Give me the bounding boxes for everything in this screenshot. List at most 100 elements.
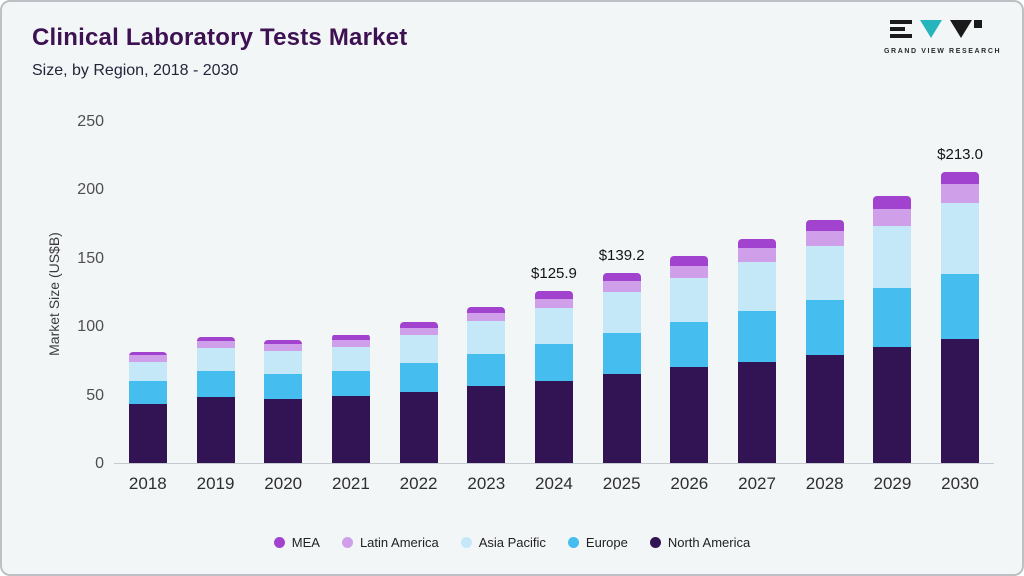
- legend-label-mea: MEA: [291, 535, 320, 550]
- plot-area: $125.9 $139.2 $213.0: [114, 122, 994, 464]
- bar-segment-asia-pacific: [264, 350, 303, 375]
- legend-label-latin-america: Latin America: [359, 535, 439, 550]
- legend-label-north-america: North America: [667, 535, 751, 550]
- x-tick-label-2026: 2026: [670, 474, 709, 493]
- bar-segment-mea: [264, 339, 303, 345]
- x-tick-label-2020: 2020: [264, 474, 303, 493]
- y-tick-label-100: 100: [77, 318, 104, 336]
- bar-segment-north-america: [873, 346, 912, 463]
- brand-logo: GRAND VIEW RESEARCH: [884, 20, 1002, 55]
- bar-segment-latin-america: [873, 208, 912, 227]
- bar-segment-north-america: [331, 396, 370, 463]
- bar-slot-2024: $125.9: [520, 122, 588, 463]
- bar-segment-north-america: [128, 404, 167, 463]
- bar-segment-europe: [264, 374, 303, 399]
- bar-segment-north-america: [264, 398, 303, 463]
- x-tick-label-2024: 2024: [535, 474, 573, 493]
- stacked-bar-2018: [128, 352, 167, 463]
- bar-segment-north-america: [670, 367, 709, 463]
- bar-slot-2026: [656, 122, 724, 463]
- bar-segment-latin-america: [331, 340, 370, 347]
- bar-segment-asia-pacific: [805, 245, 844, 301]
- bar-segment-mea: [602, 272, 641, 282]
- bar-segment-latin-america: [399, 327, 438, 335]
- bar-segment-asia-pacific: [941, 203, 980, 275]
- bar-segment-europe: [534, 344, 573, 381]
- bar-segment-asia-pacific: [467, 320, 506, 354]
- bar-segment-mea: [467, 307, 506, 313]
- bar-segment-north-america: [196, 397, 235, 463]
- bar-segment-mea: [399, 322, 438, 328]
- bar-segment-asia-pacific: [399, 334, 438, 364]
- x-tick-label-2028: 2028: [805, 474, 844, 493]
- bar-segment-north-america: [534, 380, 573, 463]
- bar-segment-europe: [873, 287, 912, 347]
- y-tick-label-50: 50: [86, 386, 104, 404]
- bar-segment-mea: [873, 196, 912, 209]
- stacked-bar-2020: [264, 339, 303, 463]
- legend-item-latin-america: Latin America: [341, 535, 439, 550]
- page-subtitle: Size, by Region, 2018 - 2030: [32, 62, 239, 79]
- x-tick-label-2022: 2022: [399, 474, 438, 493]
- bar-segment-asia-pacific: [128, 361, 167, 381]
- bar-segment-latin-america: [264, 344, 303, 351]
- x-tick-label-2021: 2021: [331, 474, 370, 493]
- bar-segment-asia-pacific: [331, 346, 370, 372]
- bar-segment-mea: [128, 352, 167, 355]
- bar-segment-north-america: [399, 391, 438, 463]
- bar-segment-asia-pacific: [534, 308, 573, 345]
- bar-slot-2023: [452, 122, 520, 463]
- bar-segment-mea: [738, 238, 777, 249]
- page-title: Clinical Laboratory Tests Market: [32, 24, 408, 51]
- bar-segment-latin-america: [534, 298, 573, 309]
- bar-segment-asia-pacific: [602, 292, 641, 334]
- stacked-bar-2024: [534, 290, 573, 463]
- bar-slot-2021: [317, 122, 385, 463]
- brand-name: GRAND VIEW RESEARCH: [884, 48, 1002, 55]
- y-tick-label-200: 200: [77, 181, 104, 199]
- bar-segment-europe: [941, 274, 980, 339]
- x-tick-label-2019: 2019: [196, 474, 235, 493]
- x-tick-label-2018: 2018: [128, 474, 167, 493]
- bar-segment-europe: [196, 371, 235, 398]
- bar-segment-europe: [467, 353, 506, 387]
- bar-slot-2028: [791, 122, 859, 463]
- legend-label-europe: Europe: [585, 535, 628, 550]
- bar-segment-europe: [738, 311, 777, 362]
- legend: MEA Latin America Asia Pacific Europe North …: [2, 535, 1022, 550]
- legend-item-asia-pacific: Asia Pacific: [460, 535, 546, 550]
- bar-segment-latin-america: [738, 248, 777, 263]
- bar-segment-mea: [670, 256, 709, 267]
- bar-segment-asia-pacific: [873, 226, 912, 288]
- x-tick-label-2023: 2023: [467, 474, 506, 493]
- stacked-bar-2019: [196, 337, 235, 463]
- stacked-bar-2021: [331, 334, 370, 463]
- bar-segment-mea: [534, 290, 573, 299]
- bar-segment-europe: [331, 371, 370, 396]
- stacked-bar-2027: [738, 238, 777, 463]
- bar-segment-north-america: [941, 338, 980, 463]
- bar-segment-north-america: [467, 386, 506, 463]
- value-label-2030: $213.0: [937, 145, 984, 163]
- legend-swatch-asia-pacific: [460, 537, 472, 548]
- bar-segment-europe: [602, 333, 641, 375]
- x-axis-labels: 2018 2019 2020 2021 2022 2023 2024 2025 2026 2027…: [114, 474, 994, 494]
- y-tick-label-0: 0: [95, 455, 104, 472]
- bar-segment-latin-america: [941, 183, 980, 204]
- legend-swatch-mea: [273, 537, 285, 548]
- legend-swatch-north-america: [649, 537, 661, 548]
- legend-item-europe: Europe: [567, 535, 628, 550]
- legend-label-asia-pacific: Asia Pacific: [478, 535, 546, 550]
- bar-segment-latin-america: [128, 354, 167, 362]
- x-tick-label-2030: 2030: [941, 474, 979, 493]
- bar-segment-latin-america: [670, 266, 709, 279]
- bar-segment-latin-america: [602, 281, 641, 293]
- value-label-2024: $125.9: [531, 264, 577, 282]
- bar-segment-north-america: [805, 354, 844, 463]
- y-axis-ticks: 0 50 100 150 200 250: [60, 113, 104, 472]
- bar-segment-europe: [128, 380, 167, 405]
- bar-segment-asia-pacific: [738, 262, 777, 312]
- bar-segment-north-america: [738, 361, 777, 463]
- bar-segment-asia-pacific: [670, 278, 709, 323]
